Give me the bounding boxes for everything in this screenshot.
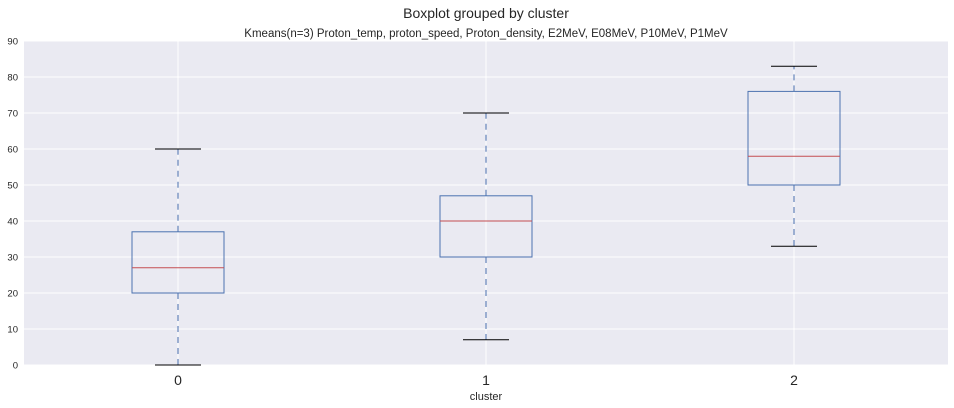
chart-title: Kmeans(n=3) Proton_temp, proton_speed, P…	[244, 28, 728, 40]
box	[747, 90, 841, 186]
y-tick-label: 90	[7, 37, 18, 48]
y-tick-labels: 0 10 20 30 40 50 60 70 80 90	[7, 37, 18, 372]
y-tick-label: 10	[7, 325, 18, 336]
boxes-layer	[131, 65, 841, 366]
y-tick-label: 40	[7, 217, 18, 228]
x-tick-label: 0	[174, 372, 182, 388]
y-tick-label: 80	[7, 73, 18, 84]
y-tick-label: 60	[7, 145, 18, 156]
box-group-0	[131, 148, 225, 366]
box-group-2	[747, 65, 841, 247]
y-tick-label: 50	[7, 181, 18, 192]
y-tick-label: 70	[7, 109, 18, 120]
x-tick-label: 2	[790, 372, 798, 388]
y-tick-label: 30	[7, 253, 18, 264]
x-tick-label: 1	[482, 372, 490, 388]
x-axis-label: cluster	[470, 391, 503, 403]
x-tick-labels: 0 1 2	[174, 372, 798, 388]
box	[131, 231, 225, 294]
box	[439, 195, 533, 258]
chart-suptitle: Boxplot grouped by cluster	[403, 5, 569, 21]
y-tick-label: 0	[13, 361, 18, 372]
y-tick-label: 20	[7, 289, 18, 300]
box-group-1	[439, 112, 533, 341]
